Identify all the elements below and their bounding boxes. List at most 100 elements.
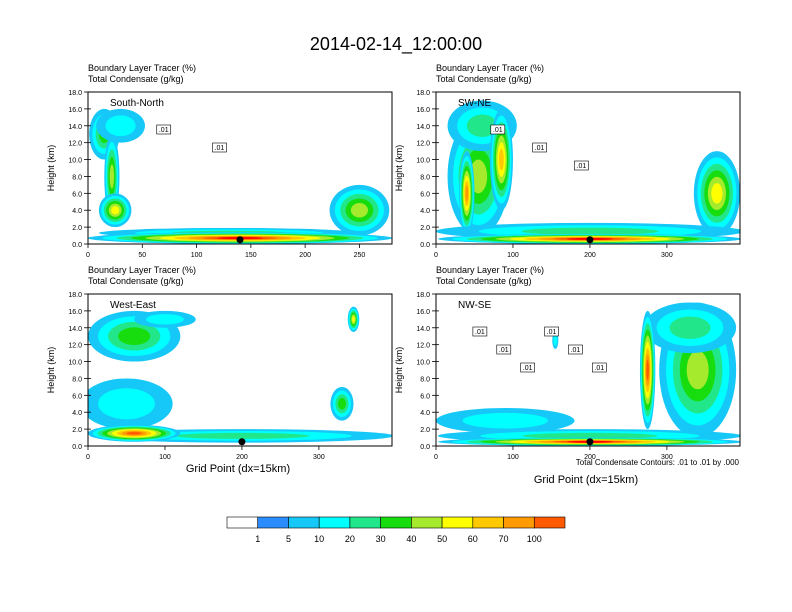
y-axis-label: Height (km): [394, 347, 404, 394]
contour-label-box: [496, 344, 512, 355]
x-tick-label: 0: [86, 252, 90, 259]
y-tick-label: 6.0: [72, 191, 82, 198]
y-tick-label: 0.0: [420, 242, 430, 249]
y-tick-label: 10.0: [416, 158, 430, 165]
location-marker: [238, 438, 246, 446]
tracer-blob-1-level-3: [669, 316, 711, 340]
contour-label-box: [490, 124, 506, 135]
figure-title: 2014-02-14_12:00:00: [310, 34, 482, 55]
x-tick-label: 0: [86, 454, 90, 461]
tracer-blob-5-level-3: [522, 432, 658, 439]
contour-label-box: [520, 362, 535, 373]
contour-label: .01: [493, 127, 503, 134]
panel-south-north: Boundary Layer Tracer (%)Total Condensat…: [46, 63, 393, 259]
y-axis-label: Height (km): [46, 347, 56, 394]
colorbar-swatch-3: [318, 516, 351, 529]
tracer-blob-0-level-5: [686, 350, 709, 390]
tracer-blob-6-level-9: [126, 431, 142, 435]
tracer-blob-1-level-3: [466, 114, 498, 138]
section-name: South-North: [110, 98, 164, 109]
contour-label: .01: [594, 365, 604, 372]
contour-label: .01: [547, 329, 557, 336]
contour-label-box: [532, 142, 547, 153]
y-tick-label: 12.0: [416, 343, 430, 350]
x-tick-label: 0: [434, 252, 438, 259]
contour-label: .01: [571, 347, 581, 354]
plot-frame: [87, 293, 393, 447]
tracer-blob-2-level-2: [98, 388, 155, 420]
contour-label-box: [592, 362, 607, 373]
panel-title-line1: Boundary Layer Tracer (%): [436, 63, 544, 73]
tracer-blob-5-level-3: [174, 432, 310, 439]
panel-title-line2: Total Condensate (g/kg): [436, 276, 532, 286]
contour-label-box: [574, 160, 589, 171]
location-marker: [586, 438, 594, 446]
plot-frame: [435, 293, 741, 447]
x-tick-label: 200: [236, 454, 248, 461]
tracer-blob-3-level-4: [337, 397, 346, 410]
colorbar-swatch-5: [380, 516, 412, 529]
panel-sw-ne: Boundary Layer Tracer (%)Total Condensat…: [394, 63, 741, 259]
y-tick-label: 0.0: [420, 444, 430, 451]
contour-label: .01: [215, 145, 225, 152]
contour-label-box: [568, 344, 583, 355]
x-tick-label: 200: [584, 252, 596, 259]
y-tick-label: 2.0: [72, 225, 82, 232]
y-tick-label: 2.0: [72, 427, 82, 434]
x-tick-label: 100: [507, 252, 519, 259]
colorbar-swatch-4: [349, 516, 381, 529]
y-tick-label: 4.0: [72, 410, 82, 417]
colorbar-swatch-7: [441, 516, 474, 529]
tracer-blob-5-level-5: [350, 202, 368, 218]
tracer-blob-2-level-7: [498, 148, 504, 171]
colorbar-label: 40: [406, 534, 416, 544]
y-tick-label: 18.0: [68, 90, 82, 97]
y-tick-label: 16.0: [68, 309, 82, 316]
colorbar-label: 5: [286, 534, 291, 544]
colorbar-label: 100: [527, 534, 542, 544]
y-tick-label: 6.0: [420, 191, 430, 198]
panel-nw-se: Boundary Layer Tracer (%)Total Condensat…: [394, 265, 741, 461]
section-name: SW-NE: [458, 98, 491, 109]
contour-label-box: [472, 326, 488, 337]
y-tick-label: 12.0: [68, 141, 82, 148]
colorbar-swatch-8: [472, 516, 504, 529]
tracer-blob-4-level-6: [711, 183, 723, 204]
panel-title-line1: Boundary Layer Tracer (%): [88, 63, 196, 73]
y-axis-label: Height (km): [394, 145, 404, 192]
tracer-blob-2-level-9: [646, 360, 649, 380]
x-tick-label: 100: [191, 252, 203, 259]
colorbar-swatch-1: [257, 516, 289, 529]
contour-label: .01: [159, 127, 169, 134]
tracer-blob-4-level-6: [352, 316, 355, 323]
y-tick-label: 8.0: [420, 174, 430, 181]
tracer-field: [88, 306, 392, 443]
y-tick-label: 12.0: [416, 141, 430, 148]
y-tick-label: 16.0: [68, 107, 82, 114]
tracer-blob-3-level-2: [553, 335, 558, 346]
y-tick-label: 8.0: [72, 376, 82, 383]
y-tick-label: 14.0: [416, 124, 430, 131]
contour-label: .01: [475, 329, 485, 336]
y-axis-label: Height (km): [46, 145, 56, 192]
contour-label: .01: [523, 365, 533, 372]
colorbar-label: 30: [376, 534, 386, 544]
x-tick-label: 300: [313, 454, 325, 461]
colorbar-swatch-0: [226, 516, 259, 529]
y-tick-label: 0.0: [72, 242, 82, 249]
section-name: NW-SE: [458, 300, 491, 311]
tracer-blob-3-level-8: [465, 185, 469, 202]
y-tick-label: 18.0: [416, 90, 430, 97]
y-tick-label: 6.0: [420, 393, 430, 400]
section-name: West-East: [110, 300, 156, 311]
y-tick-label: 4.0: [72, 208, 82, 215]
x-tick-label: 250: [354, 252, 366, 259]
y-tick-label: 8.0: [420, 376, 430, 383]
panel-title-line2: Total Condensate (g/kg): [88, 74, 184, 84]
x-tick-label: 200: [299, 252, 311, 259]
x-tick-label: 300: [661, 454, 673, 461]
colorbar-label: 70: [499, 534, 509, 544]
y-tick-label: 2.0: [420, 225, 430, 232]
colorbar-swatch-2: [288, 516, 320, 529]
